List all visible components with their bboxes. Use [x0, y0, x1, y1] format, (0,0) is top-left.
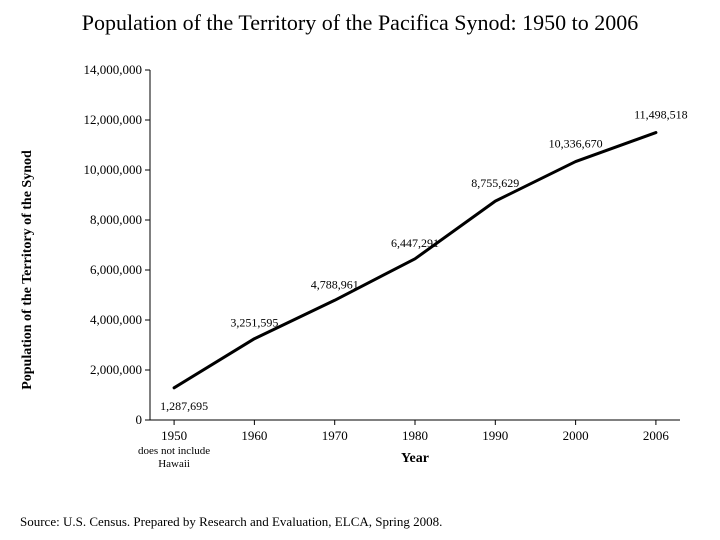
- chart-title: Population of the Territory of the Pacif…: [0, 10, 720, 36]
- data-label: 6,447,291: [391, 236, 439, 250]
- x-tick-label: 1950: [161, 428, 187, 443]
- data-label: 4,788,961: [311, 277, 359, 291]
- data-label: 1,287,695: [160, 399, 208, 413]
- data-label: 8,755,629: [471, 176, 519, 190]
- x-note-line2: Hawaii: [158, 458, 190, 470]
- data-label: 11,498,518: [634, 108, 688, 122]
- line-chart: 0 2,000,000 4,000,000 6,000,000 8,000,000 10,…: [60, 60, 700, 480]
- x-note-line1: does not include: [138, 445, 210, 457]
- y-tick-label: 2,000,000: [90, 362, 142, 377]
- y-tick-label: 6,000,000: [90, 262, 142, 277]
- x-tick-label: 1960: [241, 428, 267, 443]
- data-label: 10,336,670: [549, 137, 603, 151]
- chart-area: 0 2,000,000 4,000,000 6,000,000 8,000,000 10,…: [60, 60, 700, 480]
- y-tick-label: 12,000,000: [84, 112, 143, 127]
- x-tick-label: 1980: [402, 428, 428, 443]
- x-tick-label: 2000: [563, 428, 589, 443]
- y-tick-label: 8,000,000: [90, 212, 142, 227]
- y-tick-label: 10,000,000: [84, 162, 143, 177]
- x-tick-label: 1970: [322, 428, 348, 443]
- y-tick-label: 0: [136, 412, 143, 427]
- data-label: 3,251,595: [230, 316, 278, 330]
- page: Population of the Territory of the Pacif…: [0, 0, 720, 540]
- source-text: Source: U.S. Census. Prepared by Researc…: [20, 514, 442, 530]
- y-axis-label: Population of the Territory of the Synod: [20, 60, 36, 480]
- x-tick-label: 2006: [643, 428, 670, 443]
- x-tick-label: 1990: [482, 428, 508, 443]
- y-tick-label: 4,000,000: [90, 312, 142, 327]
- x-axis-label: Year: [401, 451, 429, 466]
- data-line: [174, 133, 656, 388]
- y-tick-label: 14,000,000: [84, 62, 143, 77]
